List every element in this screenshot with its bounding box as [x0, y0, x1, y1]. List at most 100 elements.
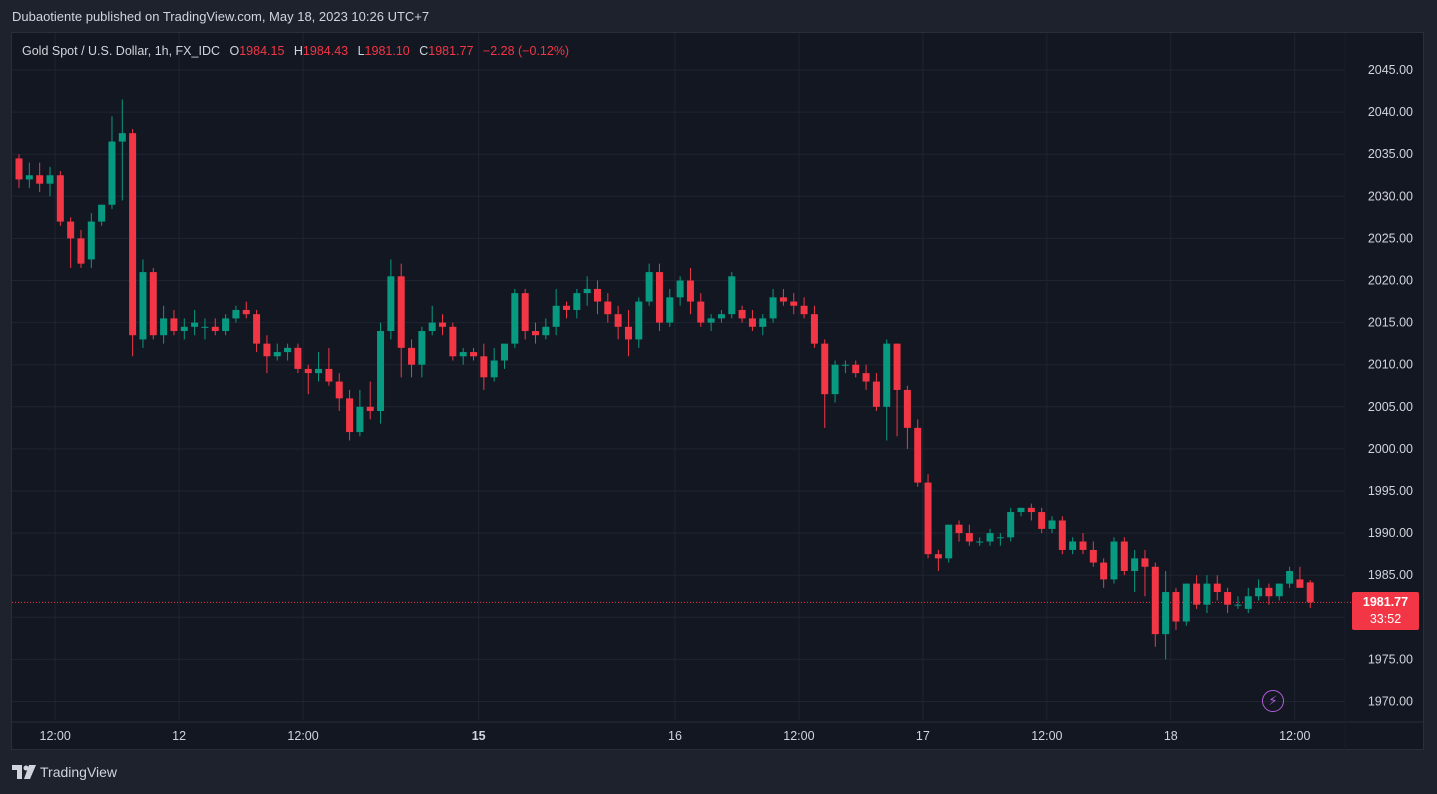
candle[interactable]	[779, 288, 787, 306]
candle[interactable]	[759, 314, 767, 336]
candle[interactable]	[501, 343, 509, 369]
candle[interactable]	[945, 524, 953, 563]
candle[interactable]	[470, 347, 478, 361]
candle[interactable]	[15, 154, 23, 188]
candle[interactable]	[356, 389, 364, 437]
candle[interactable]	[841, 360, 849, 374]
candle[interactable]	[635, 297, 643, 348]
candle[interactable]	[325, 347, 333, 386]
symbol-label[interactable]: Gold Spot / U.S. Dollar, 1h, FX_IDC	[22, 44, 220, 58]
candle[interactable]	[36, 162, 44, 193]
candle[interactable]	[77, 229, 85, 268]
candle[interactable]	[387, 259, 395, 340]
candle[interactable]	[769, 288, 777, 323]
candle[interactable]	[1131, 549, 1139, 593]
candle[interactable]	[511, 288, 519, 348]
candle[interactable]	[149, 267, 157, 340]
candle[interactable]	[686, 267, 694, 315]
candle[interactable]	[1255, 579, 1263, 601]
candle[interactable]	[821, 339, 829, 428]
candle[interactable]	[552, 288, 560, 336]
candle[interactable]	[955, 520, 963, 542]
candle[interactable]	[1017, 507, 1025, 517]
candle[interactable]	[986, 528, 994, 546]
candle[interactable]	[397, 263, 405, 378]
candle[interactable]	[872, 373, 880, 412]
candle[interactable]	[25, 162, 33, 188]
candle[interactable]	[903, 385, 911, 449]
candle[interactable]	[242, 301, 250, 319]
candle[interactable]	[428, 305, 436, 336]
lightning-icon[interactable]: ⚡	[1262, 690, 1284, 712]
candle[interactable]	[170, 309, 178, 336]
footer-brand[interactable]: TradingView	[12, 764, 117, 780]
candle[interactable]	[1162, 570, 1170, 660]
candle[interactable]	[593, 280, 601, 315]
candle[interactable]	[666, 288, 674, 327]
candle[interactable]	[697, 293, 705, 327]
candle[interactable]	[56, 171, 64, 226]
candle[interactable]	[810, 305, 818, 348]
candle[interactable]	[211, 318, 219, 336]
candle[interactable]	[408, 339, 416, 378]
candle[interactable]	[676, 276, 684, 306]
candle[interactable]	[201, 318, 209, 340]
candle[interactable]	[304, 364, 312, 395]
candle[interactable]	[222, 314, 230, 336]
candle[interactable]	[893, 343, 901, 437]
candle[interactable]	[914, 419, 922, 487]
candle[interactable]	[1141, 549, 1149, 597]
candle[interactable]	[542, 318, 550, 340]
candle[interactable]	[480, 343, 488, 390]
candle[interactable]	[449, 322, 457, 361]
candle[interactable]	[46, 166, 54, 197]
candle[interactable]	[346, 389, 354, 441]
candle[interactable]	[1306, 579, 1314, 609]
candle[interactable]	[707, 314, 715, 332]
candle[interactable]	[1110, 537, 1118, 584]
candle[interactable]	[87, 213, 95, 268]
candle[interactable]	[418, 326, 426, 378]
candle[interactable]	[439, 314, 447, 336]
candle[interactable]	[738, 305, 746, 323]
candle[interactable]	[1100, 558, 1108, 588]
candle[interactable]	[1027, 503, 1035, 521]
candle[interactable]	[1182, 583, 1190, 626]
candle[interactable]	[1203, 575, 1211, 614]
candle[interactable]	[459, 347, 467, 365]
candle[interactable]	[366, 381, 374, 420]
candle[interactable]	[263, 335, 271, 374]
candle[interactable]	[1265, 583, 1273, 605]
candle[interactable]	[604, 293, 612, 323]
candle[interactable]	[924, 474, 932, 559]
candle[interactable]	[645, 263, 653, 306]
candle[interactable]	[1048, 516, 1056, 534]
candle[interactable]	[180, 318, 188, 340]
candle[interactable]	[562, 301, 570, 319]
candle[interactable]	[790, 293, 798, 315]
chart-frame[interactable]	[11, 32, 1424, 750]
candle[interactable]	[294, 343, 302, 374]
candle[interactable]	[1079, 533, 1087, 555]
candle[interactable]	[108, 116, 116, 209]
candle[interactable]	[862, 364, 870, 390]
candle[interactable]	[883, 339, 891, 441]
candle[interactable]	[532, 322, 539, 344]
candle[interactable]	[118, 99, 126, 201]
candle[interactable]	[253, 309, 261, 353]
candle[interactable]	[573, 288, 581, 319]
candle[interactable]	[335, 373, 343, 412]
candle[interactable]	[67, 217, 75, 268]
candle[interactable]	[1244, 587, 1252, 614]
candle[interactable]	[852, 360, 860, 378]
candle[interactable]	[655, 263, 663, 332]
candle[interactable]	[1089, 541, 1097, 567]
candle[interactable]	[232, 305, 240, 323]
candle[interactable]	[624, 309, 632, 357]
candle[interactable]	[583, 276, 591, 306]
candle[interactable]	[1151, 562, 1159, 647]
candle[interactable]	[98, 204, 106, 226]
candle[interactable]	[377, 322, 385, 424]
candle[interactable]	[996, 533, 1004, 546]
candle[interactable]	[934, 549, 942, 571]
